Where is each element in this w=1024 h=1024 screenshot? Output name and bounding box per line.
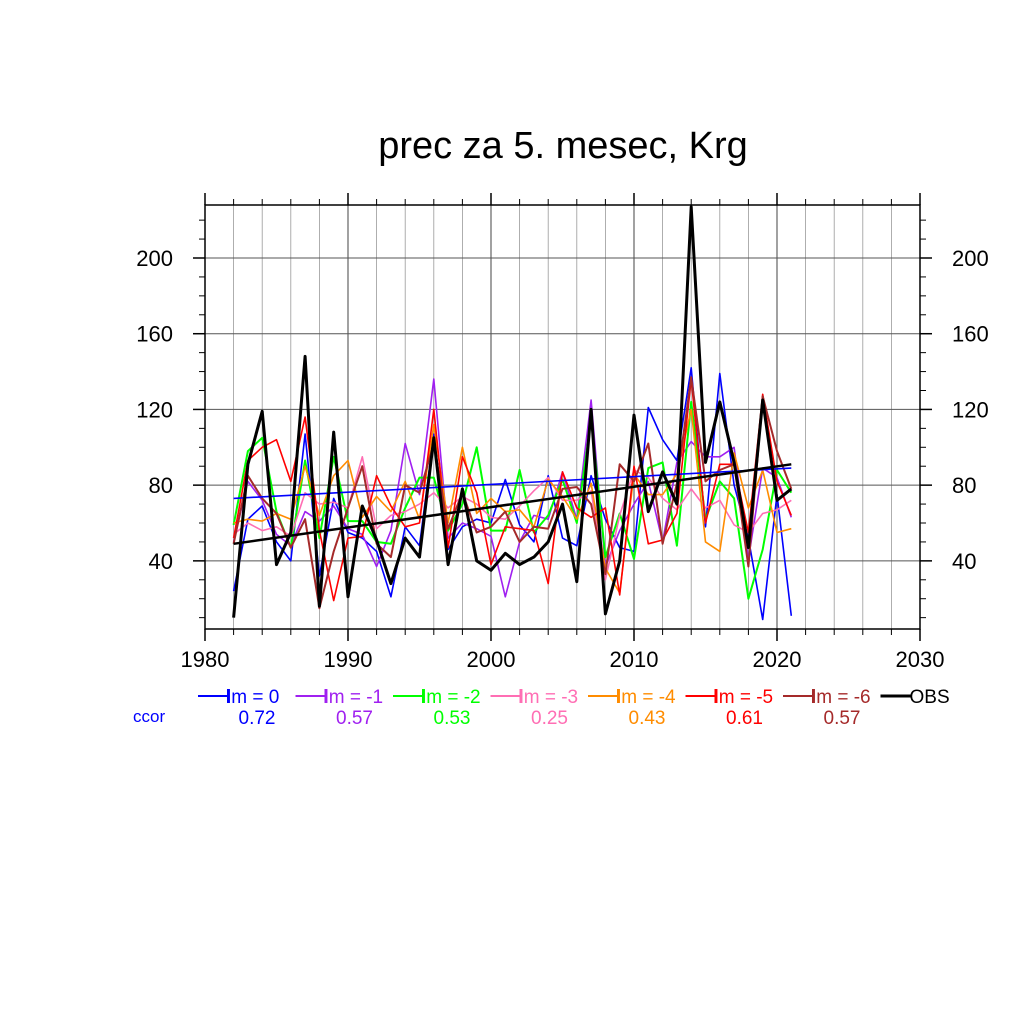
legend-label: OBS: [910, 687, 950, 708]
y-tick-label-right: 160: [952, 322, 989, 347]
ccor-value: 0.72: [239, 708, 276, 729]
series-layer: [232, 205, 793, 621]
y-tick-label-right: 120: [952, 397, 989, 422]
x-tick-label: 1990: [324, 647, 373, 672]
plot-frame: [204, 204, 921, 630]
ccor-value: 0.57: [336, 708, 373, 729]
y-tick-label-left: 40: [149, 549, 173, 574]
series-line-obs: [232, 205, 793, 618]
legend-label: lm = -2: [422, 687, 481, 708]
trend-line-0: [233, 467, 792, 500]
legend-label: lm = -4: [617, 687, 676, 708]
legend-label: lm = -5: [715, 687, 774, 708]
x-tick-label: 2010: [610, 647, 659, 672]
x-tick-label: 2000: [467, 647, 516, 672]
chart-title: prec za 5. mesec, Krg: [378, 125, 748, 167]
y-tick-label-right: 200: [952, 246, 989, 271]
y-tick-label-left: 80: [149, 473, 173, 498]
legend-label: lm = -6: [812, 687, 871, 708]
ccor-label: ccor: [133, 707, 165, 726]
series-line-4: [233, 408, 792, 594]
y-tick-label-right: 80: [952, 473, 976, 498]
x-tick-label: 1980: [181, 647, 230, 672]
ccor-value: 0.61: [726, 708, 763, 729]
legend-label: lm = -1: [325, 687, 384, 708]
ccor-value: 0.25: [531, 708, 568, 729]
y-tick-label-left: 160: [136, 322, 173, 347]
y-tick-label-right: 40: [952, 549, 976, 574]
legend-label: lm = 0: [227, 687, 279, 708]
y-tick-label-left: 200: [136, 246, 173, 271]
series-line-6: [232, 376, 793, 610]
legend-label: lm = -3: [520, 687, 579, 708]
ccor-value: 0.57: [824, 708, 861, 729]
y-tick-label-left: 120: [136, 397, 173, 422]
x-tick-label: 2030: [896, 647, 945, 672]
axes: 1980 1990 2000 2010 2020 2030 40 40 80 80 120 120 16…: [136, 193, 989, 672]
ccor-value: 0.53: [434, 708, 471, 729]
legend: lm = 0 lm = -1 lm = -2 lm = -3 lm = -4 lm = -…: [133, 687, 950, 729]
x-tick-label: 2020: [753, 647, 802, 672]
ccor-value: 0.43: [629, 708, 666, 729]
